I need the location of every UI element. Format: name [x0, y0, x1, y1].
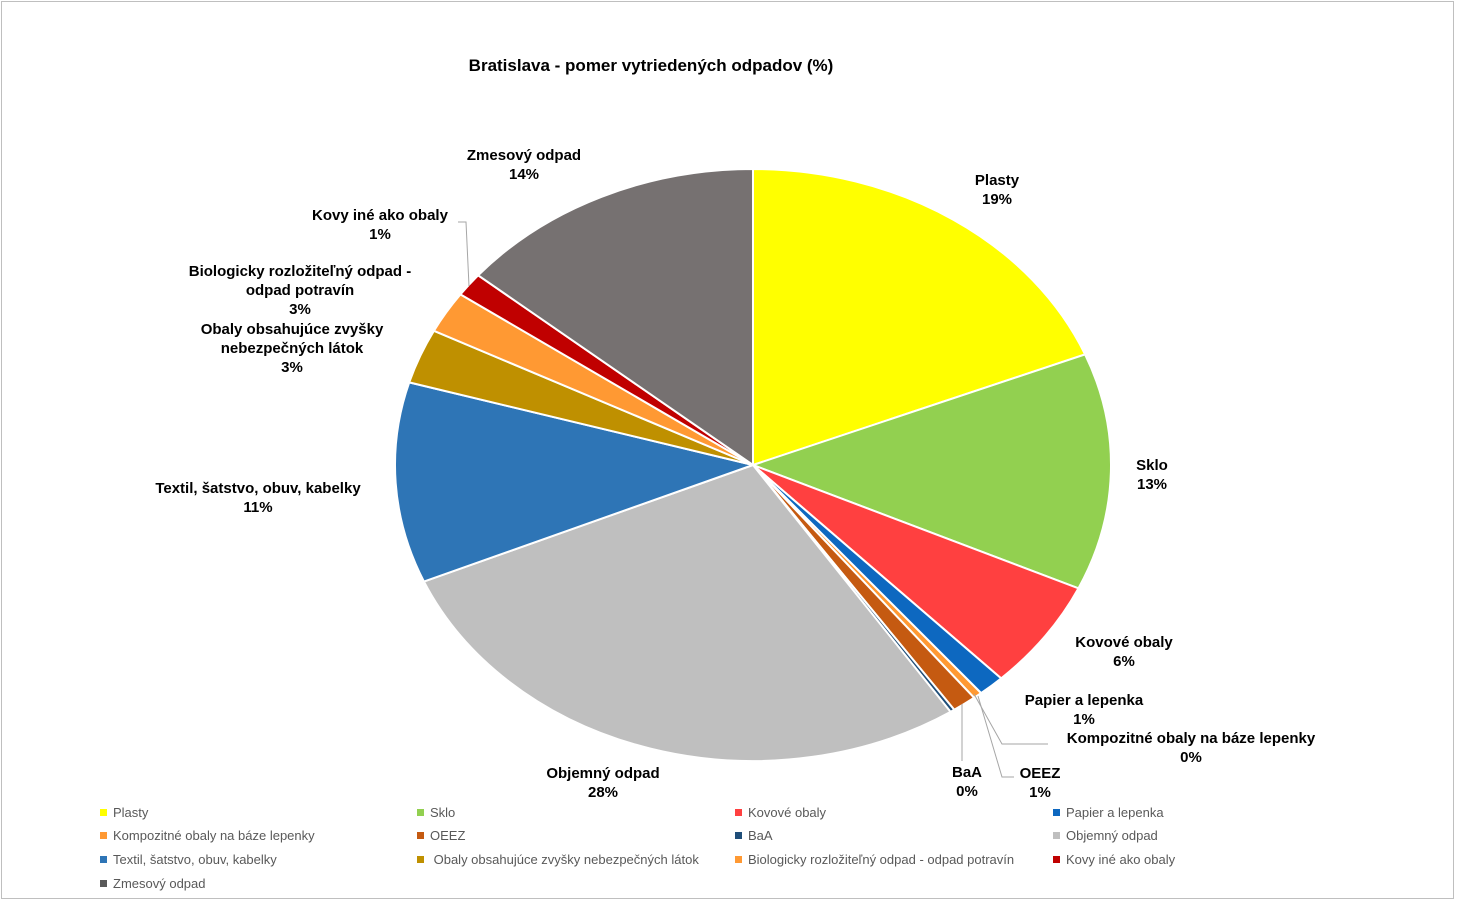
data-label-line: 1% — [1029, 784, 1051, 801]
data-label-11: Kovy iné ako obaly 1% — [312, 207, 449, 243]
data-label-line: 19% — [982, 191, 1012, 208]
data-label-line: Kovové obaly — [1075, 634, 1173, 651]
data-label-10: Biologicky rozložiteľný odpad - odpad pot… — [189, 263, 411, 318]
data-label-line: Papier a lepenka — [1025, 692, 1144, 709]
legend-label: Kovové obaly — [748, 805, 827, 820]
data-labels: Plasty 19% Sklo 13% Kovové obaly 6% Papier a l… — [155, 147, 1316, 801]
data-label-7: Objemný odpad 28% — [546, 765, 659, 801]
legend-swatch — [735, 856, 742, 863]
data-label-line: 1% — [369, 226, 391, 243]
legend-item: Kovové obaly — [735, 805, 826, 820]
data-label-line: 11% — [243, 499, 272, 516]
pie-slice-2 — [752, 464, 1080, 680]
leader-line-4 — [973, 693, 1048, 745]
legend-label: Kompozitné obaly na báze lepenky — [113, 828, 315, 843]
leader-line-11 — [458, 221, 470, 287]
legend-swatch — [100, 809, 107, 816]
data-label-line: 13% — [1137, 476, 1167, 493]
legend-item: Obaly obsahujúce zvyšky nebezpečných lát… — [417, 852, 699, 867]
legend-item: Objemný odpad — [1053, 828, 1158, 843]
legend-item: Textil, šatstvo, obuv, kabelky — [100, 852, 277, 867]
legend-label: Zmesový odpad — [113, 876, 206, 891]
data-label-line: 28% — [588, 784, 618, 801]
leader-line-5 — [977, 695, 1014, 778]
data-label-line: Objemný odpad — [546, 765, 659, 782]
legend-item: Kovy iné ako obaly — [1053, 852, 1175, 867]
legend-swatch — [417, 832, 424, 839]
legend-item: Plasty — [100, 805, 148, 820]
legend-label: Kovy iné ako obaly — [1066, 852, 1176, 867]
data-label-line: odpad potravín — [246, 282, 354, 299]
legend-item: Sklo — [417, 805, 455, 820]
data-label-line: Plasty — [975, 172, 1020, 189]
data-label-1: Sklo 13% — [1136, 457, 1168, 493]
legend-label: Plasty — [113, 805, 149, 820]
legend-label: Textil, šatstvo, obuv, kabelky — [113, 852, 277, 867]
legend-swatch — [100, 880, 107, 887]
pie-slice-0 — [752, 167, 1087, 467]
legend-item: Zmesový odpad — [100, 876, 206, 891]
data-label-line: Sklo — [1136, 457, 1168, 474]
data-label-line: OEEZ — [1020, 765, 1061, 782]
pie-slice-12 — [476, 167, 754, 467]
data-label-line: 3% — [281, 359, 303, 376]
legend-swatch — [100, 832, 107, 839]
data-label-9: Obaly obsahujúce zvyšky nebezpečných láto… — [201, 321, 384, 376]
legend-swatch — [100, 856, 107, 863]
data-label-line: 3% — [289, 301, 311, 318]
legend-label: Sklo — [430, 805, 456, 820]
legend-label: BaA — [748, 828, 773, 843]
legend-swatch — [1053, 809, 1060, 816]
legend-item: BaA — [735, 828, 773, 843]
data-label-5: OEEZ 1% — [1020, 765, 1061, 801]
data-label-4: Kompozitné obaly na báze lepenky 0% — [1067, 730, 1316, 766]
pie-slice-1 — [750, 353, 1112, 590]
legend-label: Objemný odpad — [1066, 828, 1158, 843]
data-label-2: Kovové obaly 6% — [1075, 634, 1173, 670]
data-label-line: 1% — [1073, 711, 1095, 728]
data-label-line: 14% — [509, 166, 539, 183]
data-label-6: BaA 0% — [952, 764, 982, 800]
data-label-line: nebezpečných látok — [221, 340, 364, 357]
legend-item: OEEZ — [417, 828, 465, 843]
legend-label: Papier a lepenka — [1066, 805, 1164, 820]
legend-swatch — [735, 832, 742, 839]
data-label-line: Kovy iné ako obaly — [312, 207, 449, 224]
legend-label: Biologicky rozložiteľný odpad - odpad po… — [748, 852, 1015, 867]
legend-swatch — [417, 856, 424, 863]
legend-item: Kompozitné obaly na báze lepenky — [100, 828, 315, 843]
pie-slices — [394, 167, 1112, 762]
data-label-line: BaA — [952, 764, 982, 781]
legend-label: Obaly obsahujúce zvyšky nebezpečných lát… — [430, 852, 699, 867]
leader-lines — [458, 221, 1048, 778]
legend-swatch — [1053, 832, 1060, 839]
chart-title: Bratislava - pomer vytriedených odpadov … — [468, 56, 834, 75]
data-label-8: Textil, šatstvo, obuv, kabelky 11% — [155, 480, 361, 516]
data-label-line: Zmesový odpad — [467, 147, 581, 164]
legend-item: Biologicky rozložiteľný odpad - odpad po… — [735, 852, 1014, 867]
pie-slice-8 — [394, 381, 757, 583]
legend-swatch — [735, 809, 742, 816]
legend-swatch — [1053, 856, 1060, 863]
data-label-line: Kompozitné obaly na báze lepenky — [1067, 730, 1316, 747]
pie-slice-7 — [422, 463, 953, 762]
data-label-line: Biologicky rozložiteľný odpad - — [189, 263, 411, 280]
data-label-3: Papier a lepenka 1% — [1025, 692, 1144, 728]
data-label-line: Textil, šatstvo, obuv, kabelky — [155, 480, 361, 497]
data-label-12: Zmesový odpad 14% — [467, 147, 581, 183]
data-label-line: 0% — [956, 783, 978, 800]
data-label-line: 0% — [1180, 749, 1202, 766]
data-label-line: Obaly obsahujúce zvyšky — [201, 321, 384, 338]
data-label-line: 6% — [1113, 653, 1135, 670]
legend-label: OEEZ — [430, 828, 466, 843]
data-label-0: Plasty 19% — [975, 172, 1020, 208]
legend-item: Papier a lepenka — [1053, 805, 1164, 820]
legend-swatch — [417, 809, 424, 816]
